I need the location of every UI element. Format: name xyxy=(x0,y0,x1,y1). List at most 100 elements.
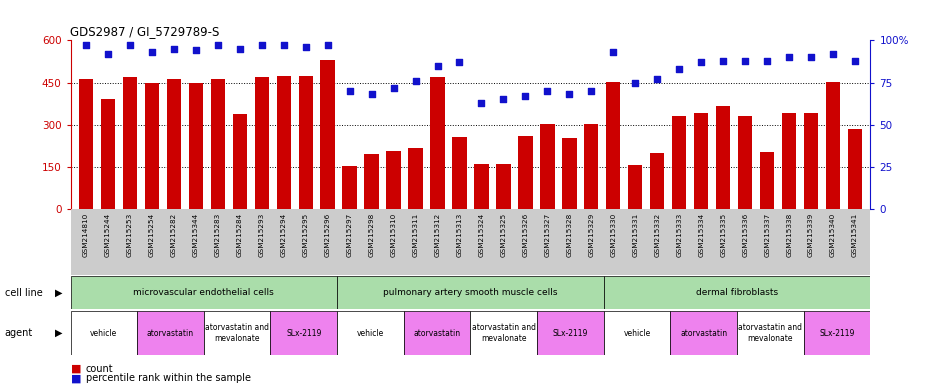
Point xyxy=(825,51,840,57)
Bar xyxy=(848,129,862,209)
Text: GSM215244: GSM215244 xyxy=(105,213,111,257)
Bar xyxy=(299,76,313,209)
Bar xyxy=(276,76,290,209)
Point xyxy=(760,58,775,64)
Bar xyxy=(475,164,489,209)
Bar xyxy=(518,136,533,209)
Bar xyxy=(628,165,642,209)
Point xyxy=(672,66,687,72)
Bar xyxy=(804,311,870,355)
Text: GSM215297: GSM215297 xyxy=(347,213,352,257)
Bar xyxy=(606,82,620,209)
Bar xyxy=(145,83,159,209)
Text: ■: ■ xyxy=(70,373,81,383)
Text: GSM215329: GSM215329 xyxy=(588,213,594,257)
Bar xyxy=(137,311,204,355)
Text: GSM215282: GSM215282 xyxy=(171,213,177,257)
Text: GSM215341: GSM215341 xyxy=(852,213,858,257)
Bar xyxy=(694,113,709,209)
Point xyxy=(188,47,203,53)
Bar xyxy=(342,166,357,209)
Text: cell line: cell line xyxy=(5,288,42,298)
Point xyxy=(211,42,226,48)
Bar xyxy=(540,124,555,209)
Text: GSM215328: GSM215328 xyxy=(567,213,572,257)
Bar xyxy=(562,138,576,209)
Text: GSM215311: GSM215311 xyxy=(413,213,418,257)
Text: agent: agent xyxy=(5,328,33,338)
Text: vehicle: vehicle xyxy=(623,329,650,338)
Bar xyxy=(365,154,379,209)
Text: GSM215293: GSM215293 xyxy=(258,213,265,257)
Bar xyxy=(804,113,818,209)
Text: microvascular endothelial cells: microvascular endothelial cells xyxy=(133,288,274,297)
Point xyxy=(386,84,401,91)
Text: GSM215283: GSM215283 xyxy=(214,213,221,257)
Point xyxy=(628,79,643,86)
Bar xyxy=(670,311,737,355)
Bar xyxy=(321,60,335,209)
Text: GSM215338: GSM215338 xyxy=(786,213,792,257)
Point xyxy=(694,59,709,65)
Point xyxy=(342,88,357,94)
Text: GSM215337: GSM215337 xyxy=(764,213,770,257)
Bar xyxy=(79,79,93,209)
Text: GSM215312: GSM215312 xyxy=(434,213,441,257)
Point xyxy=(232,46,247,52)
Text: GSM215336: GSM215336 xyxy=(743,213,748,257)
Bar xyxy=(255,78,269,209)
Text: GSM215335: GSM215335 xyxy=(720,213,727,257)
Bar xyxy=(337,311,404,355)
Bar xyxy=(496,164,510,209)
Text: vehicle: vehicle xyxy=(357,329,384,338)
Text: GSM215334: GSM215334 xyxy=(698,213,704,257)
Point xyxy=(474,100,489,106)
Point xyxy=(276,42,291,48)
Point xyxy=(166,46,181,52)
Bar xyxy=(737,311,804,355)
Text: GSM215294: GSM215294 xyxy=(281,213,287,257)
Point xyxy=(364,91,379,98)
Point xyxy=(781,54,796,60)
Bar xyxy=(471,311,537,355)
Text: count: count xyxy=(86,364,113,374)
Bar xyxy=(123,78,137,209)
Point xyxy=(78,42,93,48)
Point xyxy=(254,42,269,48)
Bar xyxy=(386,151,400,209)
Point xyxy=(650,76,665,82)
Point xyxy=(605,49,620,55)
Text: ▶: ▶ xyxy=(55,288,62,298)
Bar xyxy=(408,148,423,209)
Text: GSM215253: GSM215253 xyxy=(127,213,133,257)
Point xyxy=(145,49,160,55)
Bar xyxy=(452,137,466,209)
Point xyxy=(738,58,753,64)
Text: GSM215344: GSM215344 xyxy=(193,213,198,257)
Bar xyxy=(738,116,752,209)
Bar xyxy=(70,311,137,355)
Point xyxy=(518,93,533,99)
Text: GSM215295: GSM215295 xyxy=(303,213,308,257)
Text: percentile rank within the sample: percentile rank within the sample xyxy=(86,373,251,383)
Text: GSM215296: GSM215296 xyxy=(324,213,331,257)
Text: GSM215298: GSM215298 xyxy=(368,213,374,257)
Text: atorvastatin: atorvastatin xyxy=(414,329,461,338)
Bar xyxy=(537,311,603,355)
Point xyxy=(122,42,137,48)
Text: GSM215310: GSM215310 xyxy=(390,213,397,257)
Bar xyxy=(584,124,599,209)
Bar xyxy=(603,276,870,309)
Point xyxy=(562,91,577,98)
Text: GSM215339: GSM215339 xyxy=(808,213,814,257)
Point xyxy=(496,96,511,103)
Text: atorvastatin and
mevalonate: atorvastatin and mevalonate xyxy=(472,323,536,343)
Text: GSM215331: GSM215331 xyxy=(633,213,638,257)
Text: ▶: ▶ xyxy=(55,328,62,338)
Text: pulmonary artery smooth muscle cells: pulmonary artery smooth muscle cells xyxy=(384,288,557,297)
Text: GSM215340: GSM215340 xyxy=(830,213,836,257)
Bar xyxy=(716,106,730,209)
Point xyxy=(452,59,467,65)
Text: ■: ■ xyxy=(70,364,81,374)
Bar xyxy=(782,113,796,209)
